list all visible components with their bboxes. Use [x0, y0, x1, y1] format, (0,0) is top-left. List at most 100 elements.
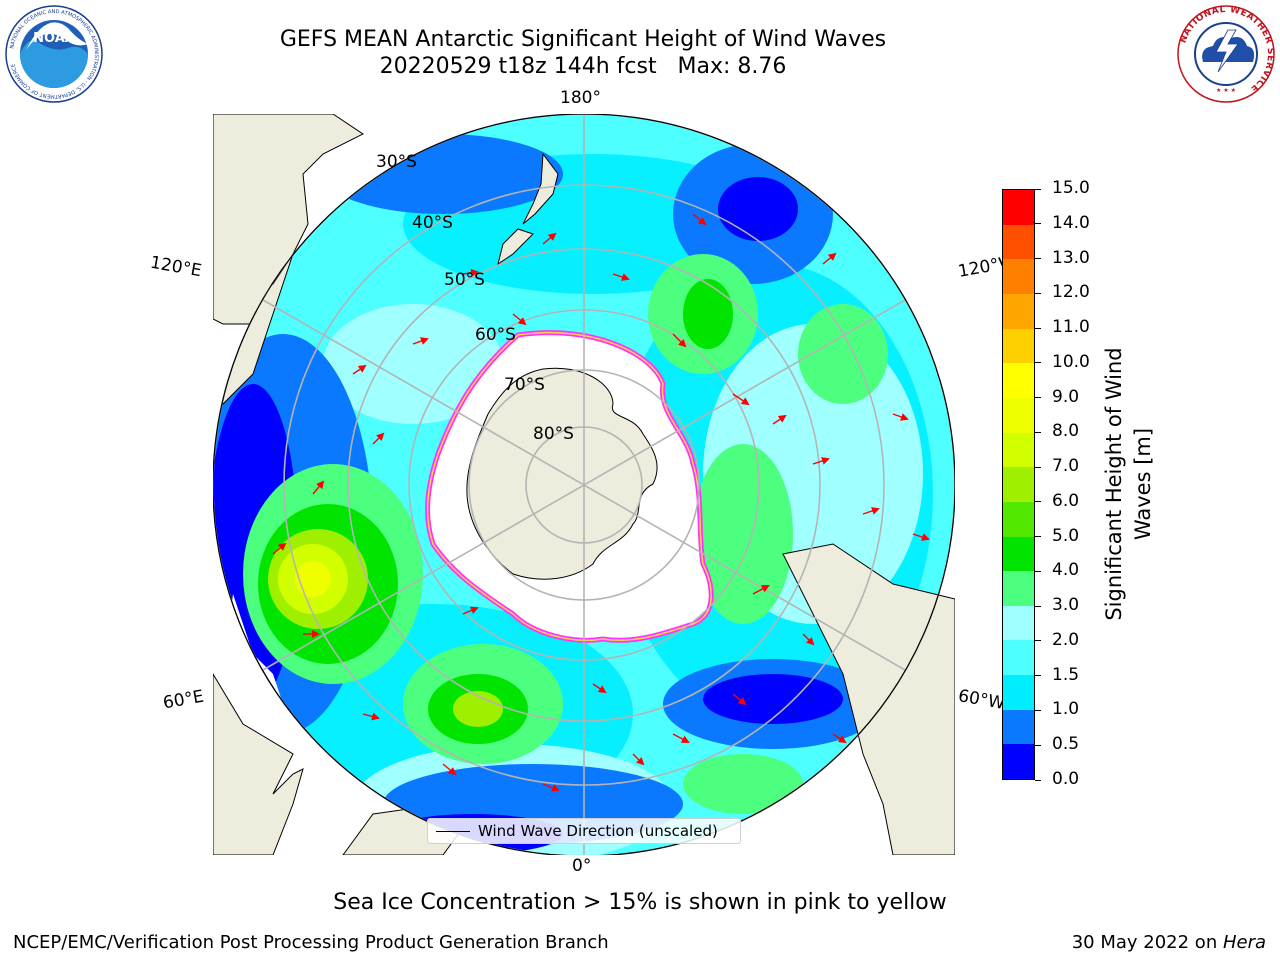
- wave-arrow: [822, 252, 837, 265]
- colorbar-tick-label: 10.0: [1052, 351, 1090, 372]
- map-plot: [213, 114, 955, 855]
- wave-arrow: [812, 457, 830, 465]
- colorbar-tick-mark: [1035, 362, 1041, 364]
- colorbar-tick-label: 3.0: [1052, 595, 1080, 616]
- wave-arrow: [372, 432, 385, 445]
- colorbar-tick-label: 13.0: [1052, 247, 1090, 268]
- colorbar-tick-mark: [1035, 223, 1041, 225]
- lat-label-50s: 50°S: [444, 270, 485, 290]
- lon-label-lower-right: 60°W: [956, 686, 1007, 714]
- colorbar-tick-mark: [1035, 675, 1041, 677]
- wave-arrow: [362, 712, 380, 721]
- colorbar-tick-label: 7.0: [1052, 456, 1080, 477]
- colorbar-tick-label: 14.0: [1052, 212, 1090, 233]
- lon-label-upper-left: 120°E: [148, 252, 204, 282]
- noaa-logo: NATIONAL OCEANIC AND ATMOSPHERIC ADMINIS…: [4, 4, 104, 108]
- colorbar-tick-label: 2.0: [1052, 629, 1080, 650]
- wave-arrow: [542, 232, 557, 245]
- wave-arrow: [442, 763, 457, 776]
- colorbar-segment: [1003, 571, 1034, 606]
- noaa-logo-text: NOAA: [33, 31, 75, 46]
- wave-arrow: [802, 633, 815, 646]
- colorbar-segment: [1003, 744, 1034, 779]
- legend-label: Wind Wave Direction (unscaled): [478, 822, 718, 840]
- colorbar-segment: [1003, 190, 1034, 225]
- colorbar-tick-mark: [1035, 188, 1041, 190]
- colorbar-tick-label: 4.0: [1052, 560, 1080, 581]
- colorbar-tick-label: 11.0: [1052, 317, 1090, 338]
- wave-arrow: [732, 693, 747, 706]
- wind-wave-arrows: [272, 213, 930, 792]
- colorbar: [1002, 189, 1035, 780]
- colorbar-segment: [1003, 605, 1034, 641]
- colorbar-tick-mark: [1035, 292, 1041, 294]
- colorbar-tick-mark: [1035, 501, 1041, 503]
- lon-label-bottom: 0°: [572, 856, 592, 876]
- colorbar-tick-label: 1.0: [1052, 699, 1080, 720]
- colorbar-tick-mark: [1035, 466, 1041, 468]
- footer-date-text: 30 May 2022 on: [1071, 932, 1223, 953]
- wave-arrow: [412, 337, 429, 345]
- colorbar-tick-mark: [1035, 744, 1041, 746]
- colorbar-tick-mark: [1035, 779, 1041, 781]
- lat-label-60s: 60°S: [475, 325, 516, 345]
- colorbar-tick-label: 15.0: [1052, 178, 1090, 198]
- colorbar-tick-label: 12.0: [1052, 282, 1090, 303]
- wave-arrow: [462, 268, 479, 277]
- wave-arrow: [732, 393, 750, 406]
- footer-host: Hera: [1222, 932, 1266, 953]
- wave-arrow: [862, 507, 880, 515]
- colorbar-tick-label: 0.5: [1052, 734, 1080, 755]
- colorbar-label-line-1: Significant Height of Wind: [1102, 347, 1126, 621]
- footer-date: 30 May 2022 on Hera: [1072, 932, 1266, 953]
- colorbar-tick-label: 8.0: [1052, 421, 1080, 442]
- colorbar-tick-label: 9.0: [1052, 386, 1080, 407]
- colorbar-tick-label: 0.0: [1052, 769, 1080, 789]
- colorbar-tick-label: 6.0: [1052, 490, 1080, 511]
- title-line-2: 20220529 t18z 144h fcst Max: 8.76: [379, 54, 787, 79]
- wave-arrow: [612, 273, 630, 281]
- colorbar-tick-mark: [1035, 258, 1041, 260]
- wave-arrow: [512, 313, 527, 326]
- wave-arrow: [352, 364, 367, 375]
- colorbar-segment: [1003, 328, 1034, 364]
- colorbar-tick-label: 5.0: [1052, 525, 1080, 546]
- colorbar-segment: [1003, 640, 1034, 676]
- wave-arrow: [832, 733, 847, 744]
- nws-logo: NATIONAL WEATHER SERVICE ★ ★ ★: [1176, 4, 1276, 108]
- wave-arrow: [772, 414, 787, 425]
- colorbar-tick-mark: [1035, 605, 1041, 607]
- colorbar-segment: [1003, 536, 1034, 572]
- colorbar-label-line-2: Waves [m]: [1131, 427, 1155, 541]
- colorbar-tick-mark: [1035, 570, 1041, 572]
- sea-ice-note: Sea Ice Concentration > 15% is shown in …: [333, 890, 947, 915]
- colorbar-tick-label: 1.5: [1052, 664, 1080, 685]
- colorbar-tick-mark: [1035, 327, 1041, 329]
- lat-label-70s: 70°S: [504, 375, 545, 395]
- footer-credit: NCEP/EMC/Verification Post Processing Pr…: [13, 932, 609, 953]
- wave-arrow: [892, 413, 909, 421]
- legend-line-swatch: [436, 831, 470, 832]
- colorbar-tick-mark: [1035, 431, 1041, 433]
- lon-label-lower-left: 60°E: [161, 686, 206, 714]
- graticule: [213, 114, 955, 855]
- wave-arrow: [672, 333, 687, 348]
- wave-arrow: [692, 213, 707, 226]
- chart-title: GEFS MEAN Antarctic Significant Height o…: [0, 26, 1166, 80]
- lat-label-40s: 40°S: [412, 213, 453, 233]
- title-line-1: GEFS MEAN Antarctic Significant Height o…: [279, 27, 887, 52]
- colorbar-segment: [1003, 501, 1034, 537]
- wave-arrow: [312, 480, 325, 495]
- colorbar-segment: [1003, 709, 1034, 745]
- wave-arrow: [632, 753, 645, 766]
- lat-label-30s: 30°S: [376, 152, 417, 172]
- svg-text:★ ★ ★: ★ ★ ★: [1216, 87, 1236, 94]
- wave-arrow: [462, 606, 479, 615]
- colorbar-segment: [1003, 224, 1034, 260]
- map-legend: Wind Wave Direction (unscaled): [427, 818, 741, 844]
- wave-arrow: [912, 533, 930, 541]
- colorbar-segment: [1003, 294, 1034, 329]
- wave-arrow: [272, 542, 287, 555]
- colorbar-segment: [1003, 467, 1034, 502]
- colorbar-tick-mark: [1035, 536, 1041, 538]
